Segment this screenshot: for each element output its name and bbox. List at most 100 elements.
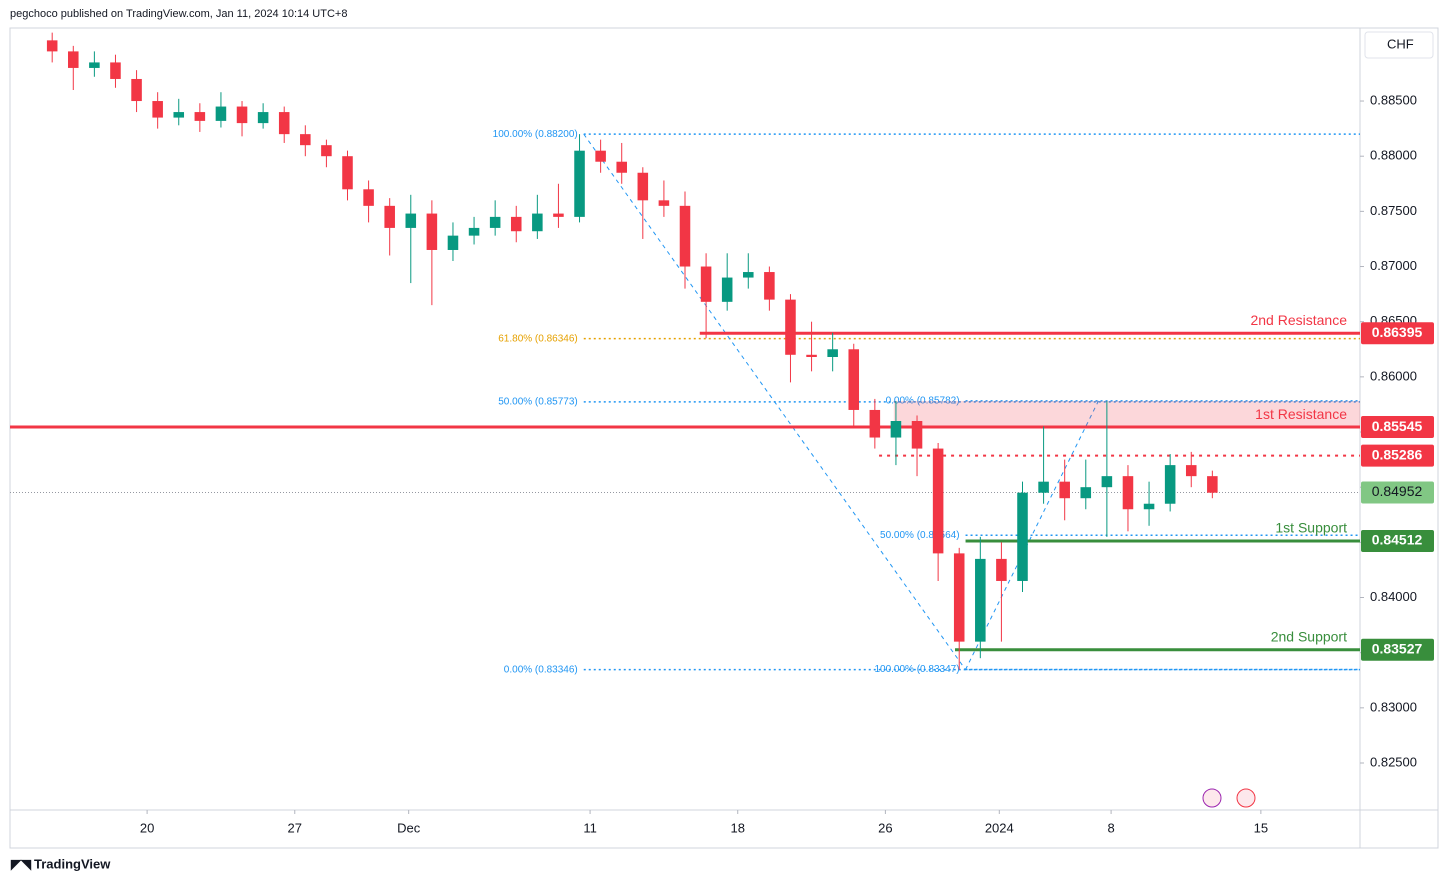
candle-body [848, 349, 860, 410]
trend-line [583, 133, 966, 670]
x-tick-label: 18 [731, 820, 745, 835]
level-name: 2nd Support [1271, 628, 1347, 644]
candle-body [257, 112, 269, 124]
candle-body [1038, 481, 1049, 493]
price-tag [1361, 638, 1434, 661]
x-tick-label: 8 [1107, 820, 1114, 835]
candle-body [1059, 481, 1070, 499]
candle-body [236, 106, 248, 124]
x-tick-label: 2024 [985, 820, 1014, 835]
fib-label: 100.00% (0.88200) [493, 129, 578, 140]
frame [9, 27, 1439, 849]
candle-body [152, 101, 163, 118]
fib-label: 50.00% (0.85773) [498, 397, 578, 408]
current-price-label: 0.84952 [1372, 483, 1423, 499]
candle-body [700, 266, 712, 302]
candle-body [1101, 476, 1113, 488]
candle-body [489, 216, 501, 228]
price-tag [1361, 416, 1434, 439]
candle-body [806, 354, 817, 357]
fib-label: 0.00% (0.83346) [504, 664, 578, 675]
candle-body [363, 189, 374, 206]
candle-body [510, 216, 522, 232]
candle-body [342, 156, 353, 190]
candle-body [932, 448, 944, 554]
y-tick-label: 0.88000 [1370, 148, 1417, 163]
candle-body [447, 235, 459, 250]
brand-logo: ◤◥ [10, 856, 32, 871]
candle-body [1164, 465, 1176, 504]
candle-body [574, 150, 585, 217]
level-name: 1st Resistance [1255, 406, 1347, 422]
candle-body [68, 51, 79, 68]
x-tick-label: 20 [140, 820, 154, 835]
currency-box[interactable] [1364, 31, 1434, 59]
candle-body [869, 409, 881, 438]
candle-body [890, 420, 902, 438]
candle-body [1080, 487, 1092, 499]
y-tick-label: 0.83000 [1370, 699, 1417, 714]
y-tick-label: 0.88500 [1370, 92, 1417, 107]
trend-line [965, 400, 1099, 670]
candle-body [785, 299, 796, 355]
price-tag [1361, 444, 1434, 467]
fib-label: 100.00% (0.83347) [874, 664, 959, 675]
candle-body [215, 106, 227, 121]
candle-body [131, 78, 142, 102]
candle-body [321, 145, 332, 157]
candle-body [996, 558, 1007, 581]
x-tick-label: Dec [397, 820, 421, 835]
candle-body [468, 227, 480, 236]
y-tick-label: 0.82500 [1370, 754, 1417, 769]
candle-body [1143, 503, 1155, 510]
candle-body [110, 62, 121, 79]
candle-body [1207, 476, 1218, 493]
candle-body [405, 213, 417, 228]
candle-body [1122, 476, 1134, 510]
price-tag-label: 0.85545 [1372, 418, 1423, 434]
candle-body [300, 134, 311, 146]
current-price-tag [1361, 481, 1434, 504]
candle-body [89, 62, 100, 68]
event-icon[interactable] [1236, 788, 1256, 808]
price-tag [1361, 322, 1434, 345]
price-tag-label: 0.86395 [1372, 324, 1423, 340]
currency: CHF [1387, 36, 1414, 51]
x-tick-label: 11 [583, 820, 597, 835]
event-icon[interactable] [1202, 788, 1222, 808]
candle-body [46, 40, 58, 52]
y-tick-label: 0.87000 [1370, 258, 1417, 273]
candle-body [384, 205, 395, 228]
candle-body [721, 277, 733, 302]
brand: TradingView [34, 856, 111, 871]
candle-body [426, 213, 438, 250]
candle-body [953, 553, 965, 642]
price-tag [1361, 530, 1434, 553]
candle-body [194, 112, 206, 121]
price-tag-label: 0.84512 [1372, 532, 1423, 548]
resistance-zone [893, 400, 1360, 428]
candle-body [911, 420, 923, 449]
candle-body [1185, 465, 1197, 477]
candle-body [743, 272, 754, 278]
candle-body [1017, 492, 1028, 581]
candle-body [173, 112, 185, 118]
candle-body [532, 213, 543, 232]
candle-body [679, 205, 691, 267]
price-tag-label: 0.85286 [1372, 446, 1423, 462]
candle-body [637, 172, 649, 201]
candle-body [553, 213, 564, 217]
level-name: 2nd Resistance [1250, 312, 1347, 328]
fib-label: 61.80% (0.86346) [498, 333, 578, 344]
candle-body [827, 349, 838, 357]
candle-body [975, 558, 986, 642]
y-tick-label: 0.87500 [1370, 203, 1417, 218]
y-tick-label: 0.84000 [1370, 589, 1417, 604]
x-tick-label: 15 [1254, 820, 1268, 835]
candle-body [278, 112, 290, 135]
price-tag-label: 0.83527 [1372, 640, 1423, 656]
header-text: pegchoco published on TradingView.com, J… [10, 8, 347, 20]
y-tick-label: 0.86000 [1370, 368, 1417, 383]
